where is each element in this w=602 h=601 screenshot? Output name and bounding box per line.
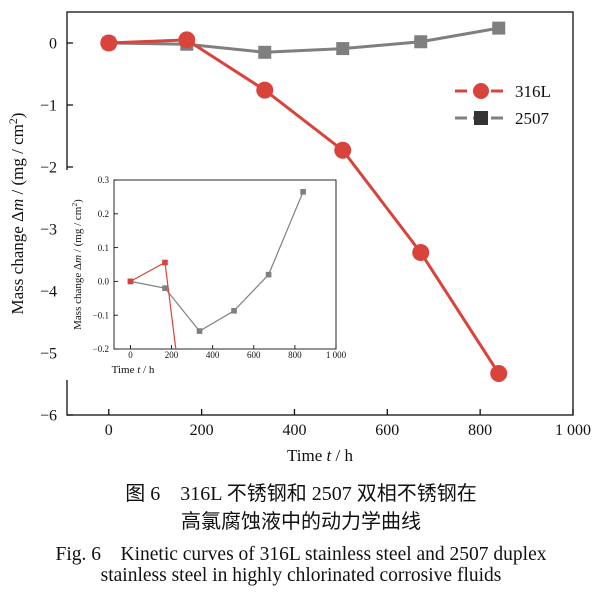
main-y-axis-label-close: ): [8, 113, 27, 119]
inset-y-tick-label: 0.3: [98, 175, 110, 185]
legend-item-2507: 2507: [455, 109, 550, 128]
inset-point-2507: [265, 271, 272, 278]
inset-series-316L: [127, 259, 177, 349]
main-y-axis-label-var: m: [8, 199, 27, 211]
main-point-2507: [258, 45, 272, 59]
legend-label-316L: 316L: [515, 82, 551, 101]
main-y-tick-label: −1: [40, 98, 57, 115]
inset-x-axis-label-prefix: Time: [112, 364, 138, 376]
main-point-316L: [256, 81, 274, 99]
main-y-tick-label: −3: [40, 222, 57, 239]
main-point-316L: [334, 141, 352, 159]
inset-x-tick-label: 400: [206, 350, 220, 360]
main-x-tick-label: 800: [468, 422, 492, 439]
caption-english-line-1: Fig. 6 Kinetic curves of 316L stainless …: [55, 544, 547, 565]
main-y-tick-label: −5: [40, 346, 57, 363]
main-y-axis-label-prefix: Mass change Δ: [8, 211, 27, 315]
main-x-tick-label: 600: [375, 422, 399, 439]
main-y-tick-label: −2: [40, 160, 57, 177]
legend-marker-2507: [474, 111, 488, 125]
inset-point-2507: [162, 285, 168, 291]
caption-english-line-2: stainless steel in highly chlorinated co…: [100, 565, 502, 586]
main-x-tick-label: 1 000: [555, 422, 591, 439]
main-x-axis-label-var: t: [327, 446, 333, 465]
inset-x-tick-label: 600: [247, 350, 261, 360]
main-x-tick-label: 200: [190, 422, 214, 439]
inset-x-tick-label: 1 000: [326, 350, 347, 360]
main-x-tick-label: 400: [282, 422, 306, 439]
main-y-tick-label: −6: [40, 408, 57, 425]
inset-y-tick-label: 0.1: [98, 243, 109, 253]
inset-x-tick-label: 800: [288, 350, 302, 360]
main-line-2507: [108, 26, 499, 54]
inset-y-tick-label: −0.2: [93, 344, 109, 354]
inset-chart: 0 200 400 600 800 1 000 0.3 0.2 0.1 0.0 −0.1 −0.2Ti…: [60, 170, 347, 380]
main-x-axis-label-unit: / h: [331, 446, 353, 465]
legend-label-2507: 2507: [515, 109, 550, 128]
caption-chinese-line-2: 高氯腐蚀液中的动力学曲线: [181, 511, 421, 533]
legend-item-316L: 316L: [455, 82, 551, 101]
main-y-tick-label: −4: [40, 284, 57, 301]
inset-plot-frame: [113, 179, 337, 350]
inset-y-axis-label-unit: / (mg / cm: [72, 206, 84, 255]
inset-x-tick-label: 200: [165, 350, 179, 360]
legend: 316L 2507: [455, 82, 551, 128]
inset-y-tick-label: 0.2: [98, 209, 109, 219]
caption-chinese-line-1: 图 6 316L 不锈钢和 2507 双相不锈钢在: [125, 483, 477, 505]
main-point-316L: [100, 34, 118, 52]
main-line-316L: [108, 38, 500, 375]
main-y-axis-label: Mass change Δm / (mg / cm2): [6, 113, 27, 315]
main-x-axis-label-prefix: Time: [287, 446, 327, 465]
legend-marker-316L: [473, 83, 489, 99]
main-series-316L: [100, 31, 508, 382]
main-x-axis-label: Time t / h: [287, 446, 353, 465]
inset-point-316L: [127, 278, 134, 285]
main-point-2507: [492, 21, 506, 35]
main-point-2507: [336, 42, 350, 56]
main-y-tick-label: 0: [49, 36, 57, 53]
inset-y-axis-label-prefix: Mass change Δ: [72, 263, 84, 330]
main-point-316L: [412, 244, 430, 262]
inset-point-2507: [196, 328, 203, 334]
inset-y-tick-label: 0.0: [98, 277, 110, 287]
main-y-axis-label-unit: / (mg / cm: [8, 124, 27, 199]
main-point-2507: [414, 35, 428, 49]
inset-point-2507: [300, 189, 306, 195]
inset-x-tick-label: 0: [128, 350, 133, 360]
inset-x-axis-label-unit: / h: [140, 364, 155, 376]
inset-point-316L: [162, 259, 168, 266]
main-y-axis-label-sup: 2: [6, 118, 20, 124]
main-point-316L: [490, 364, 508, 382]
inset-point-2507: [231, 308, 237, 314]
inset-y-axis-label-close: ): [72, 199, 84, 203]
inset-y-axis-label: Mass change Δm / (mg / cm2): [70, 199, 84, 330]
main-x-tick-label: 0: [105, 422, 113, 439]
inset-line-2507: [130, 191, 304, 332]
main-point-316L: [178, 31, 196, 49]
inset-y-axis-label-sup: 2: [70, 203, 79, 207]
inset-y-tick-label: −0.1: [93, 310, 109, 320]
inset-x-axis-label-var: t: [137, 364, 141, 376]
inset-x-axis-label: Time t / h: [112, 364, 155, 376]
inset-y-axis-label-var: m: [72, 255, 84, 263]
